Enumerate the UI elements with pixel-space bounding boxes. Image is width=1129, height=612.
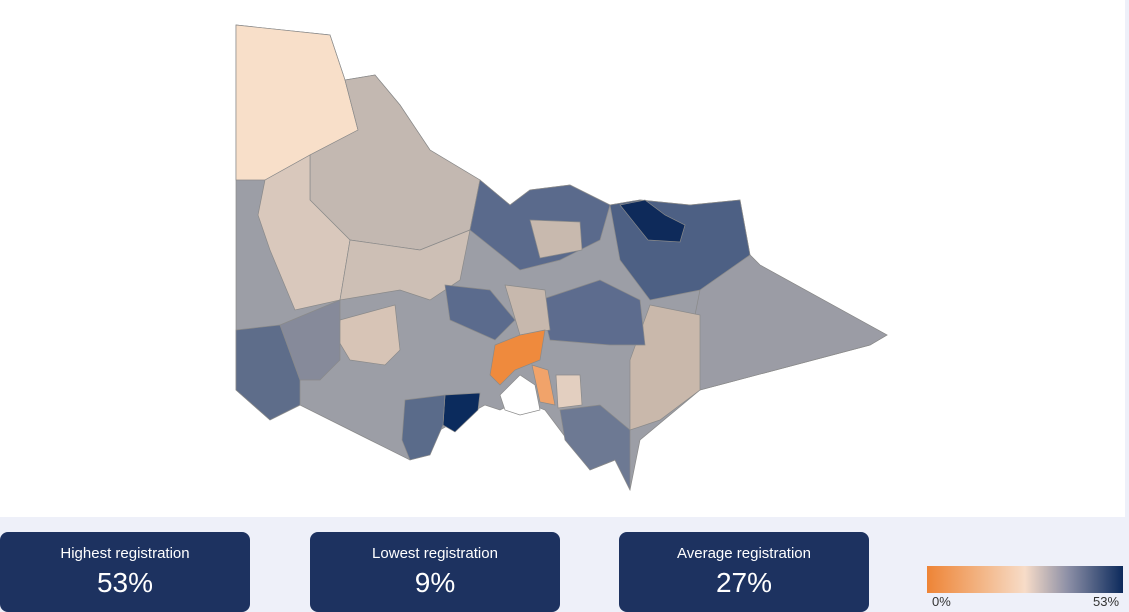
region (619, 199, 686, 243)
region (339, 229, 471, 301)
region (529, 219, 583, 259)
card-title: Average registration (677, 545, 811, 562)
legend-min: 0% (932, 594, 951, 609)
region (504, 284, 551, 336)
bay (499, 374, 541, 416)
stat-card: Lowest registration 9% (310, 532, 560, 612)
region (539, 279, 646, 346)
region (629, 304, 701, 431)
color-legend (927, 566, 1123, 593)
region (444, 284, 516, 341)
card-title: Lowest registration (372, 545, 498, 562)
victoria-map (235, 24, 888, 492)
region (555, 374, 583, 409)
legend-max: 53% (1093, 594, 1120, 609)
region (531, 364, 556, 406)
card-value: 9% (414, 567, 456, 598)
region (279, 299, 341, 381)
region (442, 392, 481, 433)
region (559, 404, 631, 491)
card-value: 53% (96, 567, 154, 598)
card-title: Highest registration (60, 545, 190, 562)
map-area (0, 0, 1125, 517)
region (401, 394, 446, 461)
region (489, 329, 546, 386)
stat-card: Average registration 27% (619, 532, 869, 612)
card-value: 27% (715, 567, 773, 598)
stat-card: Highest registration 53% (0, 532, 250, 612)
